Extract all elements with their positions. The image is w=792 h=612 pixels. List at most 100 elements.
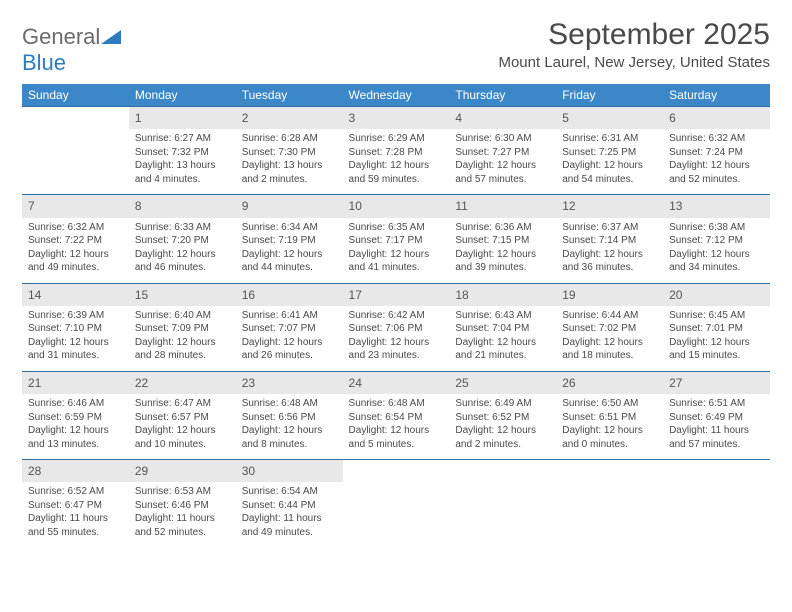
dow-saturday: Saturday (663, 84, 770, 107)
sunset-text: Sunset: 7:04 PM (455, 322, 550, 336)
day-number: 17 (343, 284, 450, 306)
daylight-text: Daylight: 12 hours and 49 minutes. (28, 248, 123, 275)
dow-tuesday: Tuesday (236, 84, 343, 107)
dow-row: Sunday Monday Tuesday Wednesday Thursday… (22, 84, 770, 107)
calendar-cell: 18Sunrise: 6:43 AMSunset: 7:04 PMDayligh… (449, 283, 556, 371)
dow-thursday: Thursday (449, 84, 556, 107)
day-number: 28 (22, 460, 129, 482)
sunrise-text: Sunrise: 6:30 AM (455, 132, 550, 146)
calendar-cell: 4Sunrise: 6:30 AMSunset: 7:27 PMDaylight… (449, 107, 556, 195)
sunrise-text: Sunrise: 6:47 AM (135, 397, 230, 411)
sunset-text: Sunset: 7:15 PM (455, 234, 550, 248)
sunset-text: Sunset: 6:54 PM (349, 411, 444, 425)
daylight-text: Daylight: 12 hours and 26 minutes. (242, 336, 337, 363)
day-body: Sunrise: 6:48 AMSunset: 6:56 PMDaylight:… (236, 394, 343, 459)
calendar-cell: 17Sunrise: 6:42 AMSunset: 7:06 PMDayligh… (343, 283, 450, 371)
calendar-cell: 19Sunrise: 6:44 AMSunset: 7:02 PMDayligh… (556, 283, 663, 371)
daylight-text: Daylight: 13 hours and 2 minutes. (242, 159, 337, 186)
sunset-text: Sunset: 7:30 PM (242, 146, 337, 160)
calendar-cell: 10Sunrise: 6:35 AMSunset: 7:17 PMDayligh… (343, 195, 450, 283)
daylight-text: Daylight: 11 hours and 52 minutes. (135, 512, 230, 539)
sunset-text: Sunset: 7:06 PM (349, 322, 444, 336)
sunrise-text: Sunrise: 6:31 AM (562, 132, 657, 146)
sunrise-text: Sunrise: 6:38 AM (669, 221, 764, 235)
sunrise-text: Sunrise: 6:28 AM (242, 132, 337, 146)
day-number: 30 (236, 460, 343, 482)
daylight-text: Daylight: 12 hours and 23 minutes. (349, 336, 444, 363)
day-number: 19 (556, 284, 663, 306)
day-body: Sunrise: 6:28 AMSunset: 7:30 PMDaylight:… (236, 129, 343, 194)
day-number: 8 (129, 195, 236, 217)
calendar-week-row: 21Sunrise: 6:46 AMSunset: 6:59 PMDayligh… (22, 371, 770, 459)
logo: General Blue (22, 18, 122, 76)
calendar-cell: 21Sunrise: 6:46 AMSunset: 6:59 PMDayligh… (22, 371, 129, 459)
sunset-text: Sunset: 6:49 PM (669, 411, 764, 425)
day-body: Sunrise: 6:33 AMSunset: 7:20 PMDaylight:… (129, 218, 236, 283)
daylight-text: Daylight: 12 hours and 0 minutes. (562, 424, 657, 451)
sunset-text: Sunset: 6:47 PM (28, 499, 123, 513)
day-body: Sunrise: 6:44 AMSunset: 7:02 PMDaylight:… (556, 306, 663, 371)
daylight-text: Daylight: 12 hours and 28 minutes. (135, 336, 230, 363)
daylight-text: Daylight: 12 hours and 5 minutes. (349, 424, 444, 451)
daylight-text: Daylight: 12 hours and 2 minutes. (455, 424, 550, 451)
sunset-text: Sunset: 7:02 PM (562, 322, 657, 336)
sunrise-text: Sunrise: 6:36 AM (455, 221, 550, 235)
sunset-text: Sunset: 6:56 PM (242, 411, 337, 425)
day-body: Sunrise: 6:46 AMSunset: 6:59 PMDaylight:… (22, 394, 129, 459)
daylight-text: Daylight: 12 hours and 52 minutes. (669, 159, 764, 186)
calendar-week-row: 28Sunrise: 6:52 AMSunset: 6:47 PMDayligh… (22, 460, 770, 548)
day-number: 14 (22, 284, 129, 306)
day-number: 27 (663, 372, 770, 394)
calendar-cell (449, 460, 556, 548)
sunrise-text: Sunrise: 6:41 AM (242, 309, 337, 323)
daylight-text: Daylight: 12 hours and 21 minutes. (455, 336, 550, 363)
sunset-text: Sunset: 6:59 PM (28, 411, 123, 425)
logo-triangle-icon (100, 29, 122, 50)
sunset-text: Sunset: 6:52 PM (455, 411, 550, 425)
sunset-text: Sunset: 7:25 PM (562, 146, 657, 160)
day-number: 26 (556, 372, 663, 394)
day-body: Sunrise: 6:41 AMSunset: 7:07 PMDaylight:… (236, 306, 343, 371)
logo-word-2: Blue (22, 50, 66, 75)
day-number: 5 (556, 107, 663, 129)
calendar-cell: 16Sunrise: 6:41 AMSunset: 7:07 PMDayligh… (236, 283, 343, 371)
calendar-cell: 5Sunrise: 6:31 AMSunset: 7:25 PMDaylight… (556, 107, 663, 195)
day-body: Sunrise: 6:34 AMSunset: 7:19 PMDaylight:… (236, 218, 343, 283)
daylight-text: Daylight: 13 hours and 4 minutes. (135, 159, 230, 186)
calendar-cell: 11Sunrise: 6:36 AMSunset: 7:15 PMDayligh… (449, 195, 556, 283)
day-number: 9 (236, 195, 343, 217)
calendar-cell: 23Sunrise: 6:48 AMSunset: 6:56 PMDayligh… (236, 371, 343, 459)
sunset-text: Sunset: 7:09 PM (135, 322, 230, 336)
page-title: September 2025 (498, 18, 770, 52)
daylight-text: Daylight: 12 hours and 34 minutes. (669, 248, 764, 275)
calendar-cell: 8Sunrise: 6:33 AMSunset: 7:20 PMDaylight… (129, 195, 236, 283)
sunrise-text: Sunrise: 6:39 AM (28, 309, 123, 323)
day-number: 10 (343, 195, 450, 217)
sunset-text: Sunset: 7:27 PM (455, 146, 550, 160)
calendar-cell: 22Sunrise: 6:47 AMSunset: 6:57 PMDayligh… (129, 371, 236, 459)
sunset-text: Sunset: 7:22 PM (28, 234, 123, 248)
sunset-text: Sunset: 7:20 PM (135, 234, 230, 248)
day-number: 6 (663, 107, 770, 129)
sunrise-text: Sunrise: 6:49 AM (455, 397, 550, 411)
page-subtitle: Mount Laurel, New Jersey, United States (498, 54, 770, 71)
sunset-text: Sunset: 7:10 PM (28, 322, 123, 336)
day-number: 23 (236, 372, 343, 394)
sunset-text: Sunset: 7:14 PM (562, 234, 657, 248)
day-body: Sunrise: 6:31 AMSunset: 7:25 PMDaylight:… (556, 129, 663, 194)
dow-monday: Monday (129, 84, 236, 107)
sunrise-text: Sunrise: 6:51 AM (669, 397, 764, 411)
calendar-week-row: 1Sunrise: 6:27 AMSunset: 7:32 PMDaylight… (22, 107, 770, 195)
dow-friday: Friday (556, 84, 663, 107)
day-number: 16 (236, 284, 343, 306)
daylight-text: Daylight: 12 hours and 59 minutes. (349, 159, 444, 186)
day-body: Sunrise: 6:32 AMSunset: 7:24 PMDaylight:… (663, 129, 770, 194)
day-body: Sunrise: 6:36 AMSunset: 7:15 PMDaylight:… (449, 218, 556, 283)
sunrise-text: Sunrise: 6:48 AM (349, 397, 444, 411)
sunset-text: Sunset: 6:51 PM (562, 411, 657, 425)
day-number: 4 (449, 107, 556, 129)
day-number: 24 (343, 372, 450, 394)
day-number: 13 (663, 195, 770, 217)
sunset-text: Sunset: 7:19 PM (242, 234, 337, 248)
sunrise-text: Sunrise: 6:32 AM (28, 221, 123, 235)
